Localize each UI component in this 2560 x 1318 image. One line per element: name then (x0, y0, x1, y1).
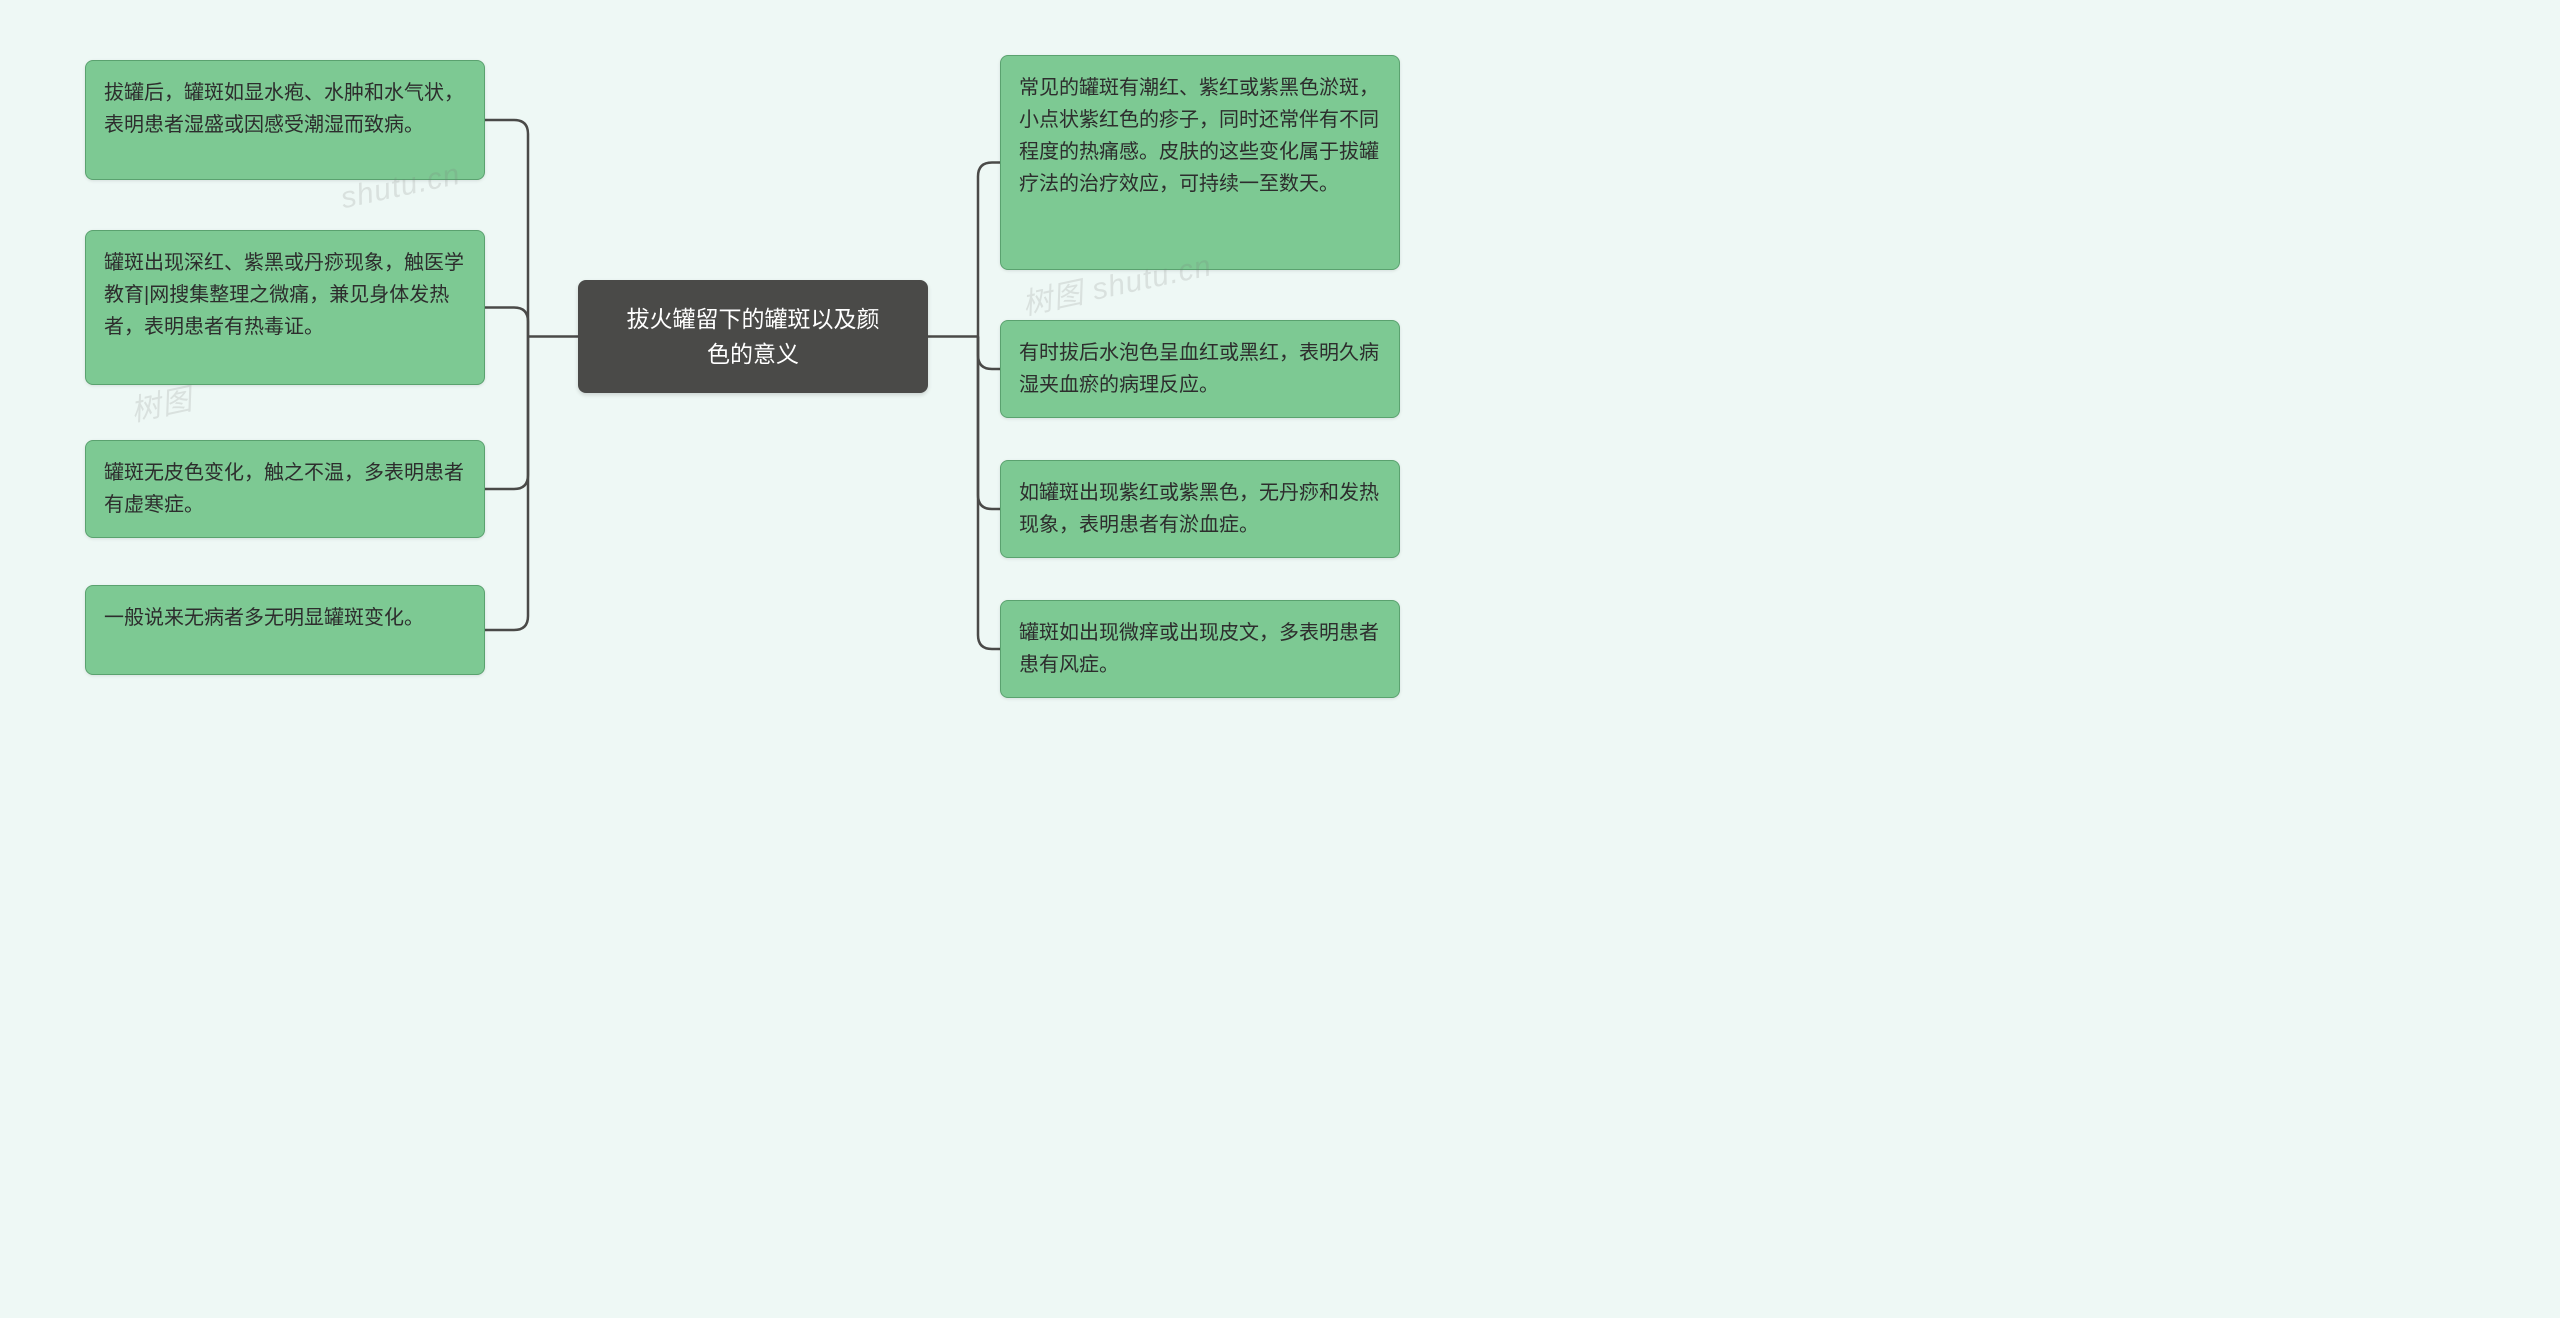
right-leaf-1: 有时拔后水泡色呈血红或黑红，表明久病湿夹血瘀的病理反应。 (1000, 320, 1400, 418)
right-leaf-2: 如罐斑出现紫红或紫黑色，无丹痧和发热现象，表明患者有淤血症。 (1000, 460, 1400, 558)
left-leaf-2: 罐斑无皮色变化，触之不温，多表明患者有虚寒症。 (85, 440, 485, 538)
center-node: 拔火罐留下的罐斑以及颜色的意义 (578, 280, 928, 393)
left-leaf-0: 拔罐后，罐斑如显水疱、水肿和水气状，表明患者湿盛或因感受潮湿而致病。 (85, 60, 485, 180)
right-leaf-0: 常见的罐斑有潮红、紫红或紫黑色淤斑，小点状紫红色的疹子，同时还常伴有不同程度的热… (1000, 55, 1400, 270)
mindmap-canvas: 拔火罐留下的罐斑以及颜色的意义 拔罐后，罐斑如显水疱、水肿和水气状，表明患者湿盛… (0, 0, 1540, 792)
right-leaf-3: 罐斑如出现微痒或出现皮文，多表明患者患有风症。 (1000, 600, 1400, 698)
left-leaf-3: 一般说来无病者多无明显罐斑变化。 (85, 585, 485, 675)
left-leaf-1: 罐斑出现深红、紫黑或丹痧现象，触医学教育|网搜集整理之微痛，兼见身体发热者，表明… (85, 230, 485, 385)
